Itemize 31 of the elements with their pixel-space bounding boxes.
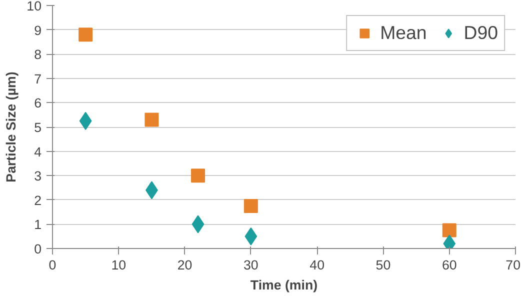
x-axis-title: Time (min) (250, 278, 318, 292)
x-tick-label: 70 (506, 258, 521, 272)
y-tick-label: 9 (34, 22, 42, 38)
point (144, 112, 159, 127)
point (79, 112, 92, 130)
y-tick-label: 3 (34, 168, 42, 184)
legend-label: Mean (380, 22, 427, 44)
point (78, 28, 93, 42)
x-tick-label: 30 (244, 258, 258, 272)
legend-label: D90 (464, 22, 498, 44)
y-tick-label: 8 (34, 47, 42, 62)
x-tick-label: 10 (111, 258, 126, 272)
x-tick-label: 20 (177, 258, 192, 272)
y-tick-label: 6 (34, 96, 42, 111)
point (191, 168, 206, 183)
y-tick-label: 7 (34, 71, 42, 86)
y-axis-title: Particle Size (µm) (4, 72, 19, 182)
x-tick-label: 60 (442, 258, 457, 272)
x-tick-label: 0 (48, 258, 56, 272)
y-tick-label: 4 (34, 144, 42, 160)
x-tick-label: 40 (310, 258, 324, 272)
point (244, 227, 258, 246)
y-tick-label: 10 (26, 0, 42, 14)
y-tick-label: 1 (34, 217, 42, 232)
x-tick-label: 50 (376, 258, 391, 272)
point (244, 198, 258, 213)
y-tick-label: 5 (34, 120, 42, 135)
point (442, 223, 456, 238)
point (192, 215, 204, 234)
y-tick-label: 0 (34, 242, 42, 256)
y-tick-label: 2 (34, 192, 42, 208)
